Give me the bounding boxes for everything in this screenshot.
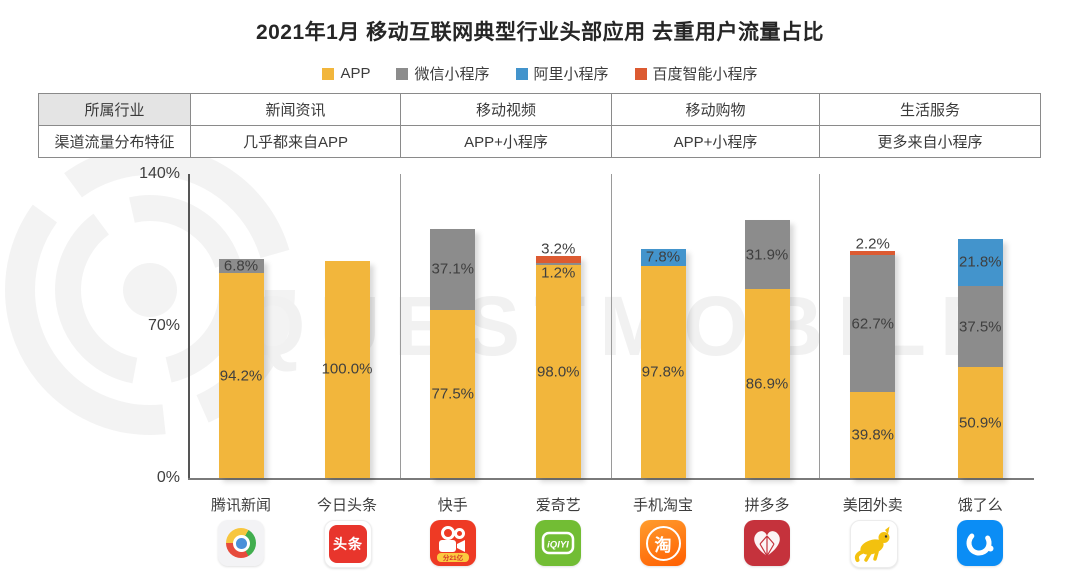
value-label-腾讯新闻-微信小程序: 6.8% xyxy=(223,257,259,275)
table-cell: 渠道流量分布特征 xyxy=(38,125,191,158)
value-label-美团外卖-微信小程序: 62.7% xyxy=(851,315,895,332)
bar-segment-APP xyxy=(850,391,896,478)
value-label-快手-APP: 77.5% xyxy=(431,385,475,403)
chart-legend: APP 微信小程序 阿里小程序 百度智能小程序 xyxy=(0,63,1080,84)
x-axis-label-饿了么: 饿了么 xyxy=(957,497,1003,514)
value-label-美团外卖-百度智能小程序: 2.2% xyxy=(855,235,890,253)
legend-item-微信小程序: 微信小程序 xyxy=(396,63,490,84)
x-axis-label-手机淘宝: 手机淘宝 xyxy=(632,497,694,514)
table-cell: 移动购物 xyxy=(611,93,820,126)
x-axis-baseline xyxy=(188,478,1034,480)
bar-segment-百度智能小程序 xyxy=(535,255,581,263)
value-label-拼多多-微信小程序: 31.9% xyxy=(745,246,789,264)
table-cell: 几乎都来自APP xyxy=(190,125,401,158)
bar-segment-微信小程序 xyxy=(218,258,264,274)
y-axis-tick-label: 140% xyxy=(139,165,180,182)
table-cell: 所属行业 xyxy=(38,93,191,126)
taobao-app-icon: 淘 xyxy=(640,520,686,566)
y-axis-tick-label: 70% xyxy=(147,317,180,334)
group-divider xyxy=(400,174,401,478)
bar-segment-阿里小程序 xyxy=(640,248,686,266)
bar-segment-APP xyxy=(535,265,581,478)
y-axis-tick-label: 0% xyxy=(156,469,180,486)
value-label-美团外卖-APP: 39.8% xyxy=(851,426,895,444)
table-cell: 移动视频 xyxy=(400,93,612,126)
kuaishou-app-icon: 分21亿 xyxy=(429,520,476,566)
bar-拼多多 xyxy=(744,220,790,478)
bar-美团外卖 xyxy=(850,250,896,478)
bar-segment-APP xyxy=(744,289,790,478)
page-title: 2021年1月 移动互联网典型行业头部应用 去重用户流量占比 xyxy=(255,21,825,44)
value-label-拼多多-APP: 86.9% xyxy=(745,375,789,393)
x-axis-label-今日头条: 今日头条 xyxy=(316,497,378,514)
x-axis-label-快手: 快手 xyxy=(437,497,468,514)
legend-label: 阿里小程序 xyxy=(533,66,609,83)
y-axis-line xyxy=(188,174,190,479)
legend-label: 微信小程序 xyxy=(414,66,490,83)
legend-swatch xyxy=(322,67,335,80)
legend-item-百度智能小程序: 百度智能小程序 xyxy=(634,63,758,84)
taobao-glyph: 淘 xyxy=(654,535,672,555)
table-cell: APP+小程序 xyxy=(611,125,820,158)
value-label-腾讯新闻-APP: 94.2% xyxy=(219,367,263,385)
x-axis-label-爱奇艺: 爱奇艺 xyxy=(535,497,581,514)
bar-饿了么 xyxy=(957,238,1003,478)
value-label-爱奇艺-APP: 98.0% xyxy=(536,363,580,381)
bar-segment-微信小程序 xyxy=(850,255,896,392)
table-cell: 生活服务 xyxy=(819,93,1041,126)
table-cell: 新闻资讯 xyxy=(190,93,401,126)
value-label-饿了么-阿里小程序: 21.8% xyxy=(958,253,1002,271)
legend-swatch xyxy=(396,67,409,80)
bar-segment-APP xyxy=(324,260,370,478)
bar-今日头条 xyxy=(324,260,370,478)
value-label-爱奇艺-百度智能小程序: 3.2% xyxy=(541,240,576,258)
x-axis-label-拼多多: 拼多多 xyxy=(744,497,790,514)
bar-segment-微信小程序 xyxy=(957,286,1003,368)
bar-segment-阿里小程序 xyxy=(957,238,1003,287)
x-axis-label-美团外卖: 美团外卖 xyxy=(842,497,903,514)
value-label-爱奇艺-微信小程序: 1.2% xyxy=(541,264,576,282)
group-divider xyxy=(611,174,612,478)
bar-腾讯新闻 xyxy=(218,258,264,478)
value-label-快手-微信小程序: 37.1% xyxy=(431,260,475,278)
toutiao-glyph: 头条 xyxy=(333,536,363,552)
meituan-waimai-app-icon xyxy=(849,520,898,568)
value-label-饿了么-微信小程序: 37.5% xyxy=(958,318,1002,336)
bar-快手 xyxy=(430,229,476,478)
svg-text:iQIYI: iQIYI xyxy=(547,540,569,551)
svg-text:分21亿: 分21亿 xyxy=(443,553,464,562)
bar-segment-微信小程序 xyxy=(535,262,581,266)
legend-swatch xyxy=(634,67,647,80)
value-label-饿了么-APP: 50.9% xyxy=(958,414,1002,432)
tencent-news-app-icon xyxy=(218,520,264,566)
bar-segment-微信小程序 xyxy=(744,220,790,290)
industry-info-table: 所属行业 新闻资讯 移动视频 移动购物 生活服务 渠道流量分布特征 几乎都来自APP APP+… xyxy=(38,93,1041,158)
bar-手机淘宝 xyxy=(640,248,686,478)
legend-swatch xyxy=(515,67,528,80)
bar-爱奇艺 xyxy=(535,255,581,478)
bar-segment-APP xyxy=(218,273,264,478)
bar-segment-微信小程序 xyxy=(430,229,476,310)
legend-label: 百度智能小程序 xyxy=(652,66,758,83)
eleme-app-icon xyxy=(957,520,1004,566)
table-cell: 更多来自小程序 xyxy=(819,125,1041,158)
legend-label: APP xyxy=(340,65,371,82)
x-axis-label-腾讯新闻: 腾讯新闻 xyxy=(210,497,272,514)
legend-item-阿里小程序: 阿里小程序 xyxy=(515,63,609,84)
pinduoduo-app-icon xyxy=(744,520,790,566)
iqiyi-app-icon: iQIYI xyxy=(535,520,582,566)
bar-segment-百度智能小程序 xyxy=(850,250,896,256)
group-divider xyxy=(819,174,820,478)
table-cell: APP+小程序 xyxy=(400,125,612,158)
value-label-手机淘宝-APP: 97.8% xyxy=(641,363,685,381)
legend-item-APP: APP xyxy=(322,65,370,82)
toutiao-app-icon: 头条 xyxy=(324,520,372,568)
bar-segment-APP xyxy=(957,367,1003,478)
bar-segment-APP xyxy=(430,309,476,478)
value-label-今日头条-APP: 100.0% xyxy=(321,360,373,378)
bar-segment-APP xyxy=(640,265,686,478)
value-label-手机淘宝-阿里小程序: 7.8% xyxy=(645,248,681,266)
